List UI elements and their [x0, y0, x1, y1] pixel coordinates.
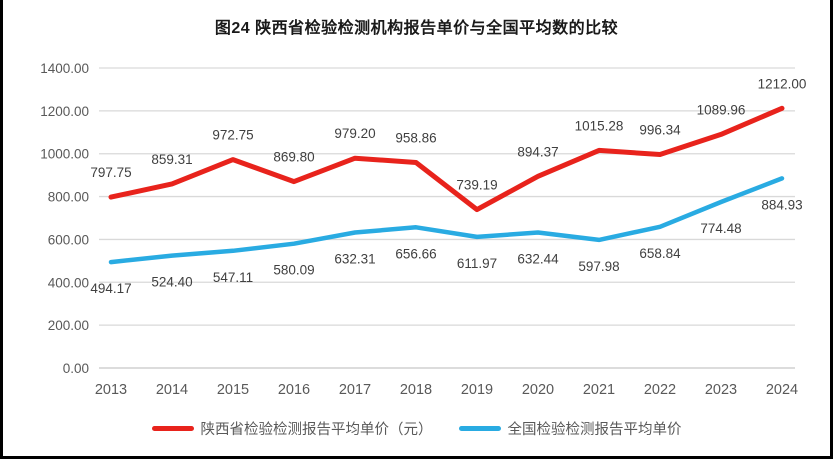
data-label: 580.09: [273, 263, 314, 278]
data-label: 884.93: [761, 197, 802, 212]
series-line-0: [108, 105, 785, 213]
y-tick-label: 1400.00: [40, 61, 89, 76]
data-label: 632.31: [334, 252, 375, 267]
y-tick-label: 400.00: [48, 275, 89, 290]
data-label: 524.40: [151, 275, 192, 290]
chart-canvas: 0.00 200.00 400.00 600.00 800.00 1000.00 1200.…: [40, 61, 807, 398]
data-label: 1015.28: [575, 118, 624, 133]
x-tick-label: 2022: [644, 382, 676, 398]
data-label: 869.80: [273, 150, 314, 165]
x-tick-label: 2021: [583, 382, 615, 398]
x-tick-label: 2019: [461, 382, 493, 398]
series-line-1: [108, 176, 785, 265]
legend-label-shaanxi: 陕西省检验检测报告平均单价（元）: [200, 422, 433, 438]
y-tick-label: 600.00: [48, 232, 89, 247]
y-tick-label: 1000.00: [40, 147, 89, 162]
x-tick-label: 2013: [95, 382, 127, 398]
data-label: 958.86: [395, 131, 436, 146]
data-label: 494.17: [90, 281, 131, 296]
x-tick-label: 2014: [156, 382, 188, 398]
data-label: 972.75: [212, 128, 253, 143]
data-label: 547.11: [213, 270, 253, 285]
data-label: 894.37: [517, 144, 558, 159]
data-label: 797.75: [90, 165, 131, 180]
chart-legend: 陕西省检验检测报告平均单价（元） 全国检验检测报告平均单价: [3, 418, 830, 439]
data-label: 597.98: [578, 259, 619, 274]
data-label: 1212.00: [758, 76, 807, 91]
x-tick-label: 2017: [339, 382, 371, 398]
legend-item-national: 全国检验检测报告平均单价: [458, 418, 682, 439]
data-label: 656.66: [395, 246, 436, 261]
x-tick-label: 2016: [278, 382, 310, 398]
y-tick-label: 0.00: [63, 361, 89, 376]
x-tick-label: 2015: [217, 382, 249, 398]
y-tick-label: 1200.00: [40, 104, 89, 119]
data-label: 774.48: [700, 221, 741, 236]
data-label: 979.20: [334, 126, 375, 141]
data-label: 859.31: [151, 152, 192, 167]
legend-line-swatch-blue: [458, 426, 501, 431]
legend-item-shaanxi: 陕西省检验检测报告平均单价（元）: [151, 418, 433, 439]
data-label: 996.34: [639, 122, 681, 137]
data-label: 611.97: [457, 256, 497, 271]
y-tick-label: 800.00: [48, 190, 89, 205]
y-tick-label: 200.00: [48, 318, 89, 333]
x-tick-label: 2024: [766, 382, 798, 398]
legend-line-swatch-red: [151, 426, 194, 431]
data-label: 658.84: [639, 246, 681, 261]
data-label: 632.44: [517, 251, 559, 266]
chart-title: 图24 陕西省检验检测机构报告单价与全国平均数的比较: [214, 20, 619, 37]
x-tick-label: 2020: [522, 382, 554, 398]
x-tick-label: 2023: [705, 382, 737, 398]
data-label: 1089.96: [697, 102, 746, 117]
legend-label-national: 全国检验检测报告平均单价: [507, 422, 682, 438]
x-tick-label: 2018: [400, 382, 432, 398]
data-label: 739.19: [456, 178, 497, 193]
